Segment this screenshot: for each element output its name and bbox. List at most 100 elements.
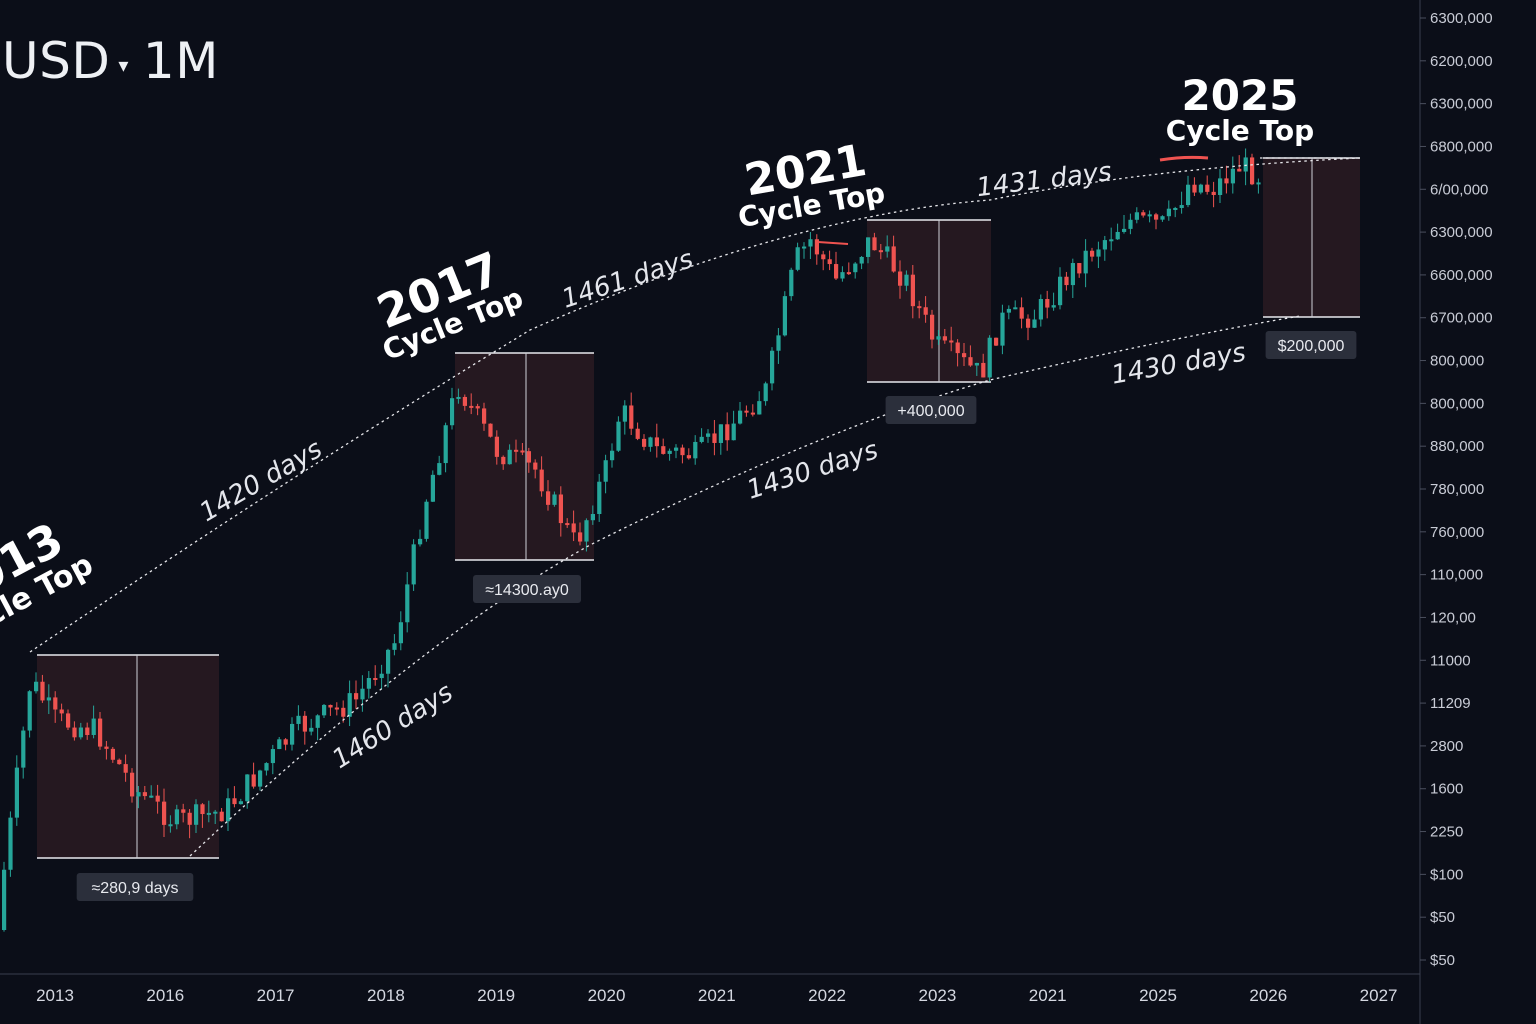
candle-body <box>1064 276 1069 286</box>
bottom-interval-label: 1460 days <box>327 678 458 775</box>
candle-body <box>437 463 442 475</box>
candle-body <box>162 801 167 825</box>
y-tick-label: $100 <box>1430 866 1463 883</box>
candle-body <box>974 362 979 366</box>
y-tick-label: 11000 <box>1430 652 1471 669</box>
interval-label: 1M <box>142 32 219 90</box>
y-tick-label: 2250 <box>1430 824 1463 841</box>
x-tick-label: 2016 <box>146 986 184 1005</box>
symbol-title[interactable]: USD ▾ 1M <box>2 32 219 90</box>
candle-body <box>200 804 205 815</box>
candle-body <box>968 357 973 366</box>
candle-body <box>66 713 71 728</box>
candlesticks <box>2 148 1261 932</box>
cycle-top-text: Cycle Top <box>1166 114 1314 147</box>
drawdown-label-badge <box>1265 331 1357 359</box>
y-tick-label: 1600 <box>1430 781 1463 798</box>
candle-body <box>1198 184 1203 193</box>
candle-body <box>411 544 416 585</box>
candle-body <box>1141 212 1146 216</box>
candle-body <box>622 405 627 422</box>
candle-body <box>699 436 704 442</box>
candle-body <box>1000 312 1005 346</box>
candle-body <box>949 340 954 343</box>
candle-body <box>328 704 333 708</box>
candle-body <box>130 772 135 797</box>
candle-body <box>776 335 781 351</box>
x-tick-label: 2023 <box>918 986 956 1005</box>
candle-body <box>85 727 90 735</box>
candle-body <box>1134 212 1139 220</box>
candle-body <box>1224 178 1229 184</box>
candle-body <box>635 428 640 439</box>
candle-body <box>98 718 103 747</box>
y-tick-label: 6300,000 <box>1430 224 1493 241</box>
x-tick-label: 2021 <box>1029 986 1067 1005</box>
candle-body <box>110 748 115 760</box>
candle-body <box>1006 308 1011 313</box>
x-tick-label: 2013 <box>36 986 74 1005</box>
chevron-down-icon[interactable]: ▾ <box>118 52 129 77</box>
candle-body <box>1256 182 1261 185</box>
candle-body <box>1077 263 1082 274</box>
candle-body <box>610 450 615 461</box>
cycle-top-curve <box>29 157 1361 653</box>
candle-body <box>866 237 871 257</box>
candle-body <box>533 462 538 470</box>
top-marker <box>817 241 849 245</box>
candle-body <box>738 410 743 424</box>
candle-body <box>347 693 352 717</box>
candle-body <box>878 250 883 253</box>
y-tick-label: 800,000 <box>1430 353 1484 370</box>
candle-body <box>1173 207 1178 210</box>
candle-body <box>392 643 397 650</box>
candle-body <box>578 532 583 542</box>
y-tick-label: 6/00,000 <box>1430 181 1488 198</box>
candle-body <box>142 792 147 797</box>
candle-body <box>802 246 807 249</box>
candle-body <box>1013 307 1018 310</box>
candle-body <box>846 272 851 275</box>
candle-body <box>155 795 160 802</box>
candle-body <box>1128 219 1133 229</box>
candle-body <box>686 455 691 459</box>
candle-body <box>1083 250 1088 274</box>
candle-body <box>827 259 832 265</box>
candle-body <box>520 450 525 453</box>
y-tick-label: 6200,000 <box>1430 53 1493 70</box>
drawdown-label: ≈280,9 days <box>91 880 178 897</box>
candle-body <box>1211 191 1216 196</box>
candle-body <box>494 436 499 457</box>
candle-body <box>1179 205 1184 208</box>
x-tick-label: 2018 <box>367 986 405 1005</box>
candle-body <box>78 727 83 738</box>
candle-body <box>1243 157 1248 172</box>
candle-body <box>706 433 711 437</box>
candle-body <box>680 447 685 456</box>
candle-body <box>885 246 890 252</box>
candle-body <box>1026 318 1031 328</box>
cycle-top-year: 2025 <box>1182 71 1299 120</box>
y-tick-label: $50 <box>1430 909 1455 926</box>
candle-body <box>34 681 39 692</box>
candle-body <box>354 693 359 700</box>
candle-body <box>1192 184 1197 193</box>
candle-body <box>123 764 128 773</box>
candle-body <box>360 688 365 700</box>
candle-body <box>40 681 45 701</box>
y-tick-label: 6300,000 <box>1430 96 1493 113</box>
candle-body <box>456 396 461 399</box>
candle-body <box>558 494 563 524</box>
bottom-interval-label: 1430 days <box>743 435 881 506</box>
candle-body <box>1237 168 1242 172</box>
candle-body <box>789 269 794 297</box>
candle-body <box>366 678 371 689</box>
candle-body <box>469 405 474 408</box>
candle-body <box>149 795 154 798</box>
candle-body <box>674 447 679 451</box>
candle-body <box>840 272 845 279</box>
candle-body <box>891 246 896 272</box>
